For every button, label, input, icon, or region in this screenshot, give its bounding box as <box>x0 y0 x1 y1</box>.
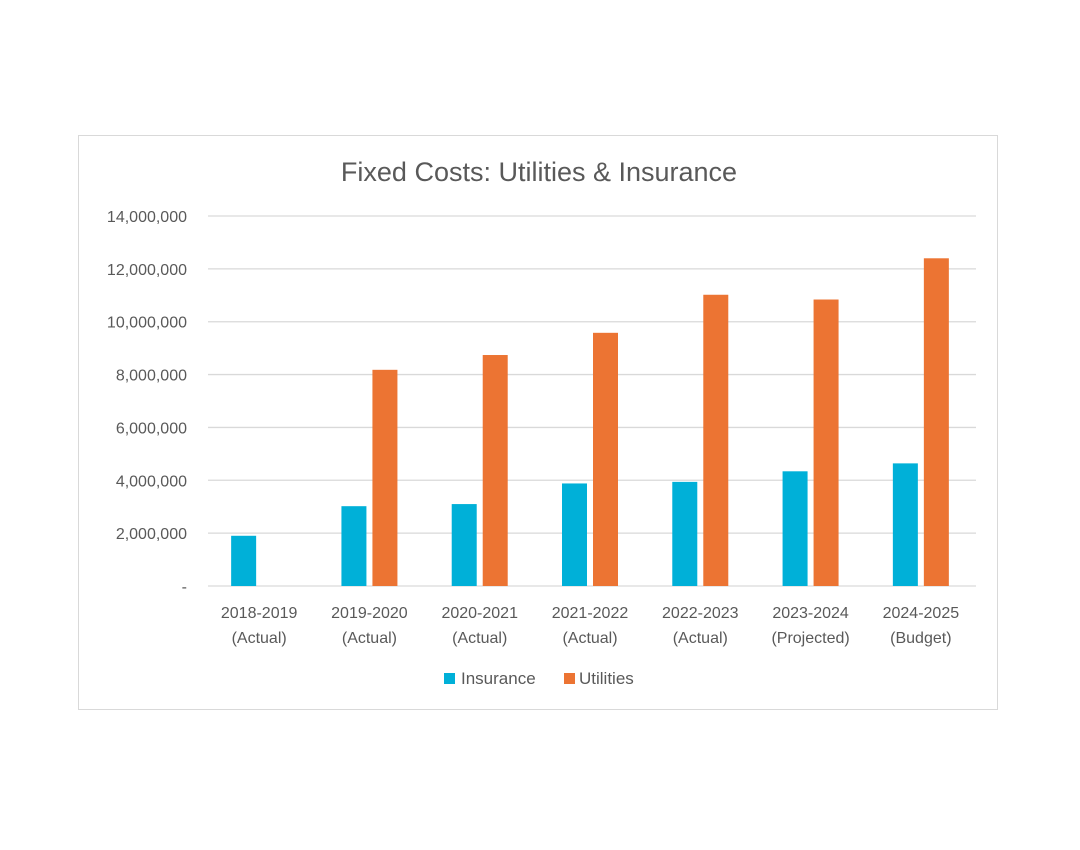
bar-insurance <box>892 463 918 586</box>
x-tick-label: 2022-2023 <box>662 605 739 622</box>
x-tick-label: 2023-2024 <box>772 605 849 622</box>
y-tick-label: 2,000,000 <box>116 526 187 543</box>
y-tick-label: 4,000,000 <box>116 473 187 490</box>
bars <box>231 258 949 586</box>
bar-utilities <box>813 299 839 586</box>
bar-insurance <box>231 535 257 586</box>
x-tick-label: (Actual) <box>673 630 728 647</box>
y-tick-label: 8,000,000 <box>116 368 187 385</box>
legend: Insurance Utilities <box>444 669 634 688</box>
x-tick-label: (Actual) <box>562 630 617 647</box>
legend-swatch-insurance <box>444 673 455 684</box>
bar-utilities <box>482 355 508 586</box>
bar-insurance <box>782 471 808 586</box>
y-tick-label: 10,000,000 <box>107 315 187 332</box>
bar-utilities <box>593 332 618 586</box>
bar-insurance <box>562 483 587 586</box>
y-tick-label: - <box>182 579 187 596</box>
gridlines <box>208 215 976 587</box>
x-tick-label: 2021-2022 <box>552 605 629 622</box>
bar-insurance <box>451 504 477 586</box>
y-tick-label: 12,000,000 <box>107 262 187 279</box>
bar-utilities <box>703 294 729 586</box>
bar-insurance <box>672 481 698 586</box>
x-tick-label: (Projected) <box>771 630 849 647</box>
x-tick-label: (Actual) <box>342 630 397 647</box>
x-axis-ticks: 2018-2019 (Actual) 2019-2020 (Actual) 2020-2… <box>221 605 959 647</box>
x-tick-label: (Actual) <box>452 630 507 647</box>
bar-utilities <box>923 258 949 586</box>
bar-chart: Fixed Costs: Utilities & Insurance - 2,00… <box>107 157 976 688</box>
bar-utilities <box>372 369 398 586</box>
x-tick-label: 2019-2020 <box>331 605 408 622</box>
legend-swatch-utilities <box>564 673 575 684</box>
chart-title: Fixed Costs: Utilities & Insurance <box>341 157 737 187</box>
x-tick-label: (Actual) <box>232 630 287 647</box>
bar-insurance <box>341 506 367 586</box>
y-tick-label: 14,000,000 <box>107 209 187 226</box>
chart-frame: Fixed Costs: Utilities & Insurance - 2,00… <box>78 135 998 710</box>
x-tick-label: (Budget) <box>890 630 951 647</box>
x-tick-label: 2020-2021 <box>441 605 518 622</box>
x-tick-label: 2024-2025 <box>883 605 960 622</box>
y-tick-label: 6,000,000 <box>116 420 187 437</box>
x-tick-label: 2018-2019 <box>221 605 298 622</box>
y-axis-ticks: - 2,000,000 4,000,000 6,000,000 8,000,000 10,… <box>107 209 187 596</box>
legend-label-utilities: Utilities <box>579 669 634 688</box>
legend-label-insurance: Insurance <box>461 669 536 688</box>
